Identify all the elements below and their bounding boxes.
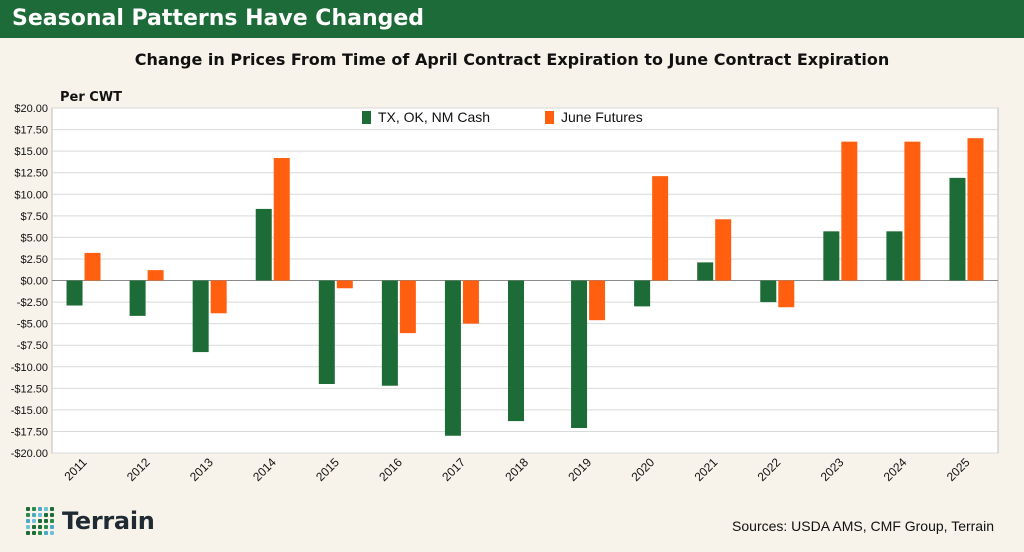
legend-label: June Futures xyxy=(561,109,643,125)
x-tick-label: 2018 xyxy=(502,455,531,484)
bar-futures-2021 xyxy=(715,219,732,281)
y-tick-label: $7.50 xyxy=(20,211,48,223)
bar-futures-2025 xyxy=(967,138,984,281)
x-tick-label: 2020 xyxy=(628,455,657,484)
bar-cash-2023 xyxy=(823,231,840,281)
bar-futures-2022 xyxy=(778,280,795,308)
x-tick-label: 2019 xyxy=(565,455,594,484)
y-axis-label: Per CWT xyxy=(60,90,122,105)
sources-note: Sources: USDA AMS, CMF Group, Terrain xyxy=(732,518,994,534)
x-tick-label: 2016 xyxy=(376,455,405,484)
bar-cash-2015 xyxy=(318,280,335,384)
y-tick-label: $0.00 xyxy=(20,276,48,288)
y-tick-label: -$17.50 xyxy=(11,426,48,438)
bar-cash-2024 xyxy=(886,231,903,281)
y-tick-label: $10.00 xyxy=(14,189,48,201)
x-tick-label: 2011 xyxy=(62,455,90,483)
bar-cash-2016 xyxy=(381,280,398,386)
x-tick-label: 2023 xyxy=(818,455,847,484)
bar-cash-2021 xyxy=(697,262,714,281)
bar-futures-2017 xyxy=(462,280,479,324)
x-tick-label: 2021 xyxy=(692,455,721,484)
chart-title: Change in Prices From Time of April Cont… xyxy=(134,50,890,69)
bar-cash-2011 xyxy=(66,280,83,306)
bar-cash-2025 xyxy=(949,177,966,281)
bar-cash-2019 xyxy=(571,280,588,428)
x-tick-label: 2015 xyxy=(313,455,342,484)
bar-cash-2020 xyxy=(634,280,651,307)
legend-label: TX, OK, NM Cash xyxy=(378,109,490,125)
x-tick-label: 2022 xyxy=(755,455,784,484)
bar-futures-2011 xyxy=(84,252,101,281)
x-tick-label: 2012 xyxy=(124,455,153,484)
bar-cash-2017 xyxy=(444,280,461,436)
y-tick-label: -$5.00 xyxy=(17,319,48,331)
bar-cash-2022 xyxy=(760,280,777,303)
bar-futures-2014 xyxy=(273,158,290,281)
y-tick-label: $5.00 xyxy=(20,232,48,244)
y-tick-label: -$20.00 xyxy=(11,448,48,460)
y-tick-label: -$2.50 xyxy=(17,297,48,309)
bar-futures-2024 xyxy=(904,141,921,281)
y-tick-label: $12.50 xyxy=(14,168,48,180)
bar-cash-2013 xyxy=(192,280,209,353)
logo-brand-text: Terrain xyxy=(62,507,155,535)
legend-swatch xyxy=(545,111,554,124)
y-tick-label: -$7.50 xyxy=(17,340,48,352)
x-tick-label: 2025 xyxy=(944,455,973,484)
bar-futures-2016 xyxy=(399,280,416,334)
x-tick-label: 2024 xyxy=(881,455,910,484)
bar-futures-2013 xyxy=(210,280,227,314)
x-tick-label: 2014 xyxy=(250,455,279,484)
bar-futures-2023 xyxy=(841,141,858,281)
y-tick-label: $15.00 xyxy=(14,146,48,158)
bar-futures-2015 xyxy=(336,280,353,289)
bar-futures-2012 xyxy=(147,270,164,281)
bar-cash-2014 xyxy=(255,208,272,281)
y-tick-label: -$10.00 xyxy=(11,362,48,374)
y-tick-label: -$15.00 xyxy=(11,405,48,417)
bar-futures-2019 xyxy=(589,280,606,321)
y-tick-label: $20.00 xyxy=(14,103,48,115)
terrain-logo: Terrain xyxy=(26,505,155,537)
x-tick-label: 2013 xyxy=(187,455,216,484)
bar-cash-2018 xyxy=(508,280,524,422)
logo-dots-icon xyxy=(26,507,54,535)
bar-cash-2012 xyxy=(129,280,146,316)
banner-title: Seasonal Patterns Have Changed xyxy=(0,0,1024,38)
y-tick-label: -$12.50 xyxy=(11,383,48,395)
y-tick-label: $2.50 xyxy=(20,254,48,266)
x-tick-label: 2017 xyxy=(439,455,468,484)
bar-futures-2020 xyxy=(652,176,669,281)
y-tick-label: $17.50 xyxy=(14,125,48,137)
legend-swatch xyxy=(362,111,371,124)
